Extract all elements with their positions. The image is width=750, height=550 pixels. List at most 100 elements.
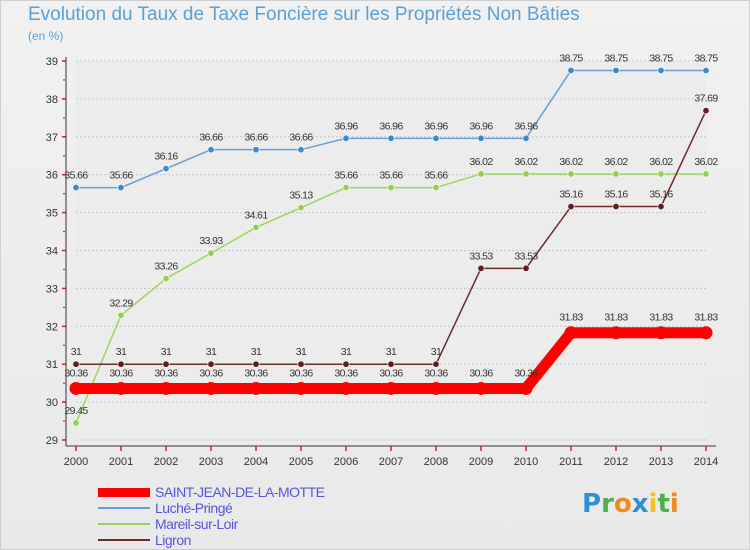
data-point-ligron (387, 360, 395, 368)
legend: SAINT-JEAN-DE-LA-MOTTE Luché-Pringé Mareil… (98, 484, 325, 548)
value-label-saint-jean-de-la-motte: 31.83 (694, 312, 718, 324)
legend-item-saint-jean-de-la-motte: SAINT-JEAN-DE-LA-MOTTE (98, 484, 325, 500)
data-point-luche-pringe (567, 66, 575, 74)
value-label-mareil-sur-loir: 36.02 (514, 156, 538, 168)
value-label-luche-pringe: 38.75 (559, 52, 583, 64)
value-label-saint-jean-de-la-motte: 31.83 (604, 312, 628, 324)
data-point-saint-jean-de-la-motte (159, 381, 173, 395)
series-layer (69, 66, 713, 427)
legend-label: SAINT-JEAN-DE-LA-MOTTE (155, 484, 325, 500)
legend-item-ligron: Ligron (98, 532, 324, 548)
y-tick-label: 35 (46, 208, 58, 220)
legend-swatch (98, 523, 150, 525)
y-tick-label: 33 (46, 283, 58, 295)
value-label-mareil-sur-loir: 33.26 (154, 261, 178, 273)
data-point-saint-jean-de-la-motte (339, 381, 353, 395)
value-label-luche-pringe: 36.66 (199, 132, 223, 144)
y-tick-label: 36 (46, 170, 58, 182)
value-label-ligron: 37.69 (694, 93, 718, 105)
value-label-luche-pringe: 36.96 (514, 120, 538, 132)
value-label-ligron: 35.16 (649, 189, 673, 201)
value-label-ligron: 31 (251, 346, 262, 358)
value-label-mareil-sur-loir: 36.02 (469, 156, 493, 168)
value-label-ligron: 31 (116, 346, 127, 358)
value-label-saint-jean-de-la-motte: 31.83 (559, 312, 583, 324)
value-label-saint-jean-de-la-motte: 30.36 (64, 367, 88, 379)
value-label-luche-pringe: 36.96 (424, 120, 448, 132)
logo-letter: t (657, 489, 670, 519)
data-point-ligron (117, 360, 125, 368)
data-point-mareil-sur-loir (522, 170, 530, 178)
logo-letter: r (601, 489, 614, 519)
y-tick-label: 31 (46, 359, 58, 371)
data-point-mareil-sur-loir (297, 204, 305, 212)
data-point-mareil-sur-loir (342, 184, 350, 192)
legend-label: Luché-Pringé (155, 500, 233, 516)
y-tick-label: 38 (46, 94, 58, 106)
data-point-luche-pringe (477, 134, 485, 142)
value-label-saint-jean-de-la-motte: 30.36 (289, 367, 313, 379)
x-tick-label: 2004 (244, 456, 268, 468)
value-label-mareil-sur-loir: 36.02 (559, 156, 583, 168)
x-tick-label: 2013 (649, 456, 673, 468)
value-label-luche-pringe: 36.16 (154, 151, 178, 163)
x-tick-label: 2014 (694, 456, 718, 468)
data-point-ligron (657, 203, 665, 211)
x-tick-label: 2002 (154, 456, 178, 468)
value-label-saint-jean-de-la-motte: 30.36 (424, 367, 448, 379)
data-point-luche-pringe (387, 134, 395, 142)
value-label-mareil-sur-loir: 34.61 (244, 209, 268, 221)
value-label-saint-jean-de-la-motte: 31.83 (649, 312, 673, 324)
x-tick-label: 2000 (64, 456, 88, 468)
data-point-saint-jean-de-la-motte (294, 381, 308, 395)
data-point-luche-pringe (432, 134, 440, 142)
data-point-saint-jean-de-la-motte (654, 326, 668, 340)
value-label-saint-jean-de-la-motte: 30.36 (379, 367, 403, 379)
legend-label: Mareil-sur-Loir (155, 516, 238, 532)
data-point-ligron (342, 360, 350, 368)
data-point-saint-jean-de-la-motte (384, 381, 398, 395)
data-point-luche-pringe (297, 146, 305, 154)
value-label-saint-jean-de-la-motte: 30.36 (244, 367, 268, 379)
legend-item-luche-pringe: Luché-Pringé (98, 500, 324, 516)
value-label-luche-pringe: 36.66 (244, 132, 268, 144)
value-label-luche-pringe: 38.75 (694, 52, 718, 64)
value-label-luche-pringe: 38.75 (649, 52, 673, 64)
value-label-saint-jean-de-la-motte: 30.36 (109, 367, 133, 379)
data-point-mareil-sur-loir (252, 223, 260, 231)
value-label-luche-pringe: 36.96 (334, 120, 358, 132)
data-point-luche-pringe (252, 146, 260, 154)
logo-letter: x (631, 489, 649, 519)
data-point-ligron (297, 360, 305, 368)
data-point-ligron (702, 107, 710, 115)
data-point-mareil-sur-loir (72, 419, 80, 427)
data-point-saint-jean-de-la-motte (429, 381, 443, 395)
chart-unit-label: (en %) (28, 29, 64, 43)
y-tick-label: 30 (46, 397, 58, 409)
axes: 29 30 31 32 33 34 35 36 37 38 39 2000 2001 2002 2003 20… (46, 56, 718, 468)
data-point-mareil-sur-loir (117, 311, 125, 319)
data-point-luche-pringe (702, 66, 710, 74)
x-tick-label: 2010 (514, 456, 538, 468)
value-label-saint-jean-de-la-motte: 30.36 (154, 367, 178, 379)
value-label-ligron: 31 (386, 346, 397, 358)
x-tick-label: 2005 (289, 456, 313, 468)
value-label-mareil-sur-loir: 35.66 (334, 170, 358, 182)
value-label-mareil-sur-loir: 36.02 (604, 156, 628, 168)
x-tick-label: 2008 (424, 456, 448, 468)
value-label-saint-jean-de-la-motte: 30.36 (199, 367, 223, 379)
legend-item-mareil-sur-loir: Mareil-sur-Loir (98, 516, 324, 532)
y-tick-label: 34 (46, 246, 58, 258)
data-point-saint-jean-de-la-motte (69, 381, 83, 395)
data-point-ligron (567, 203, 575, 211)
value-label-saint-jean-de-la-motte: 30.36 (514, 367, 538, 379)
y-tick-label: 32 (46, 321, 58, 333)
data-point-saint-jean-de-la-motte (204, 381, 218, 395)
value-label-luche-pringe: 35.66 (109, 170, 133, 182)
logo-letter: i (669, 489, 679, 519)
legend-swatch (98, 539, 150, 541)
data-point-luche-pringe (207, 146, 215, 154)
value-label-mareil-sur-loir: 29.45 (64, 405, 88, 417)
value-label-mareil-sur-loir: 35.66 (424, 170, 448, 182)
grid (76, 60, 706, 441)
